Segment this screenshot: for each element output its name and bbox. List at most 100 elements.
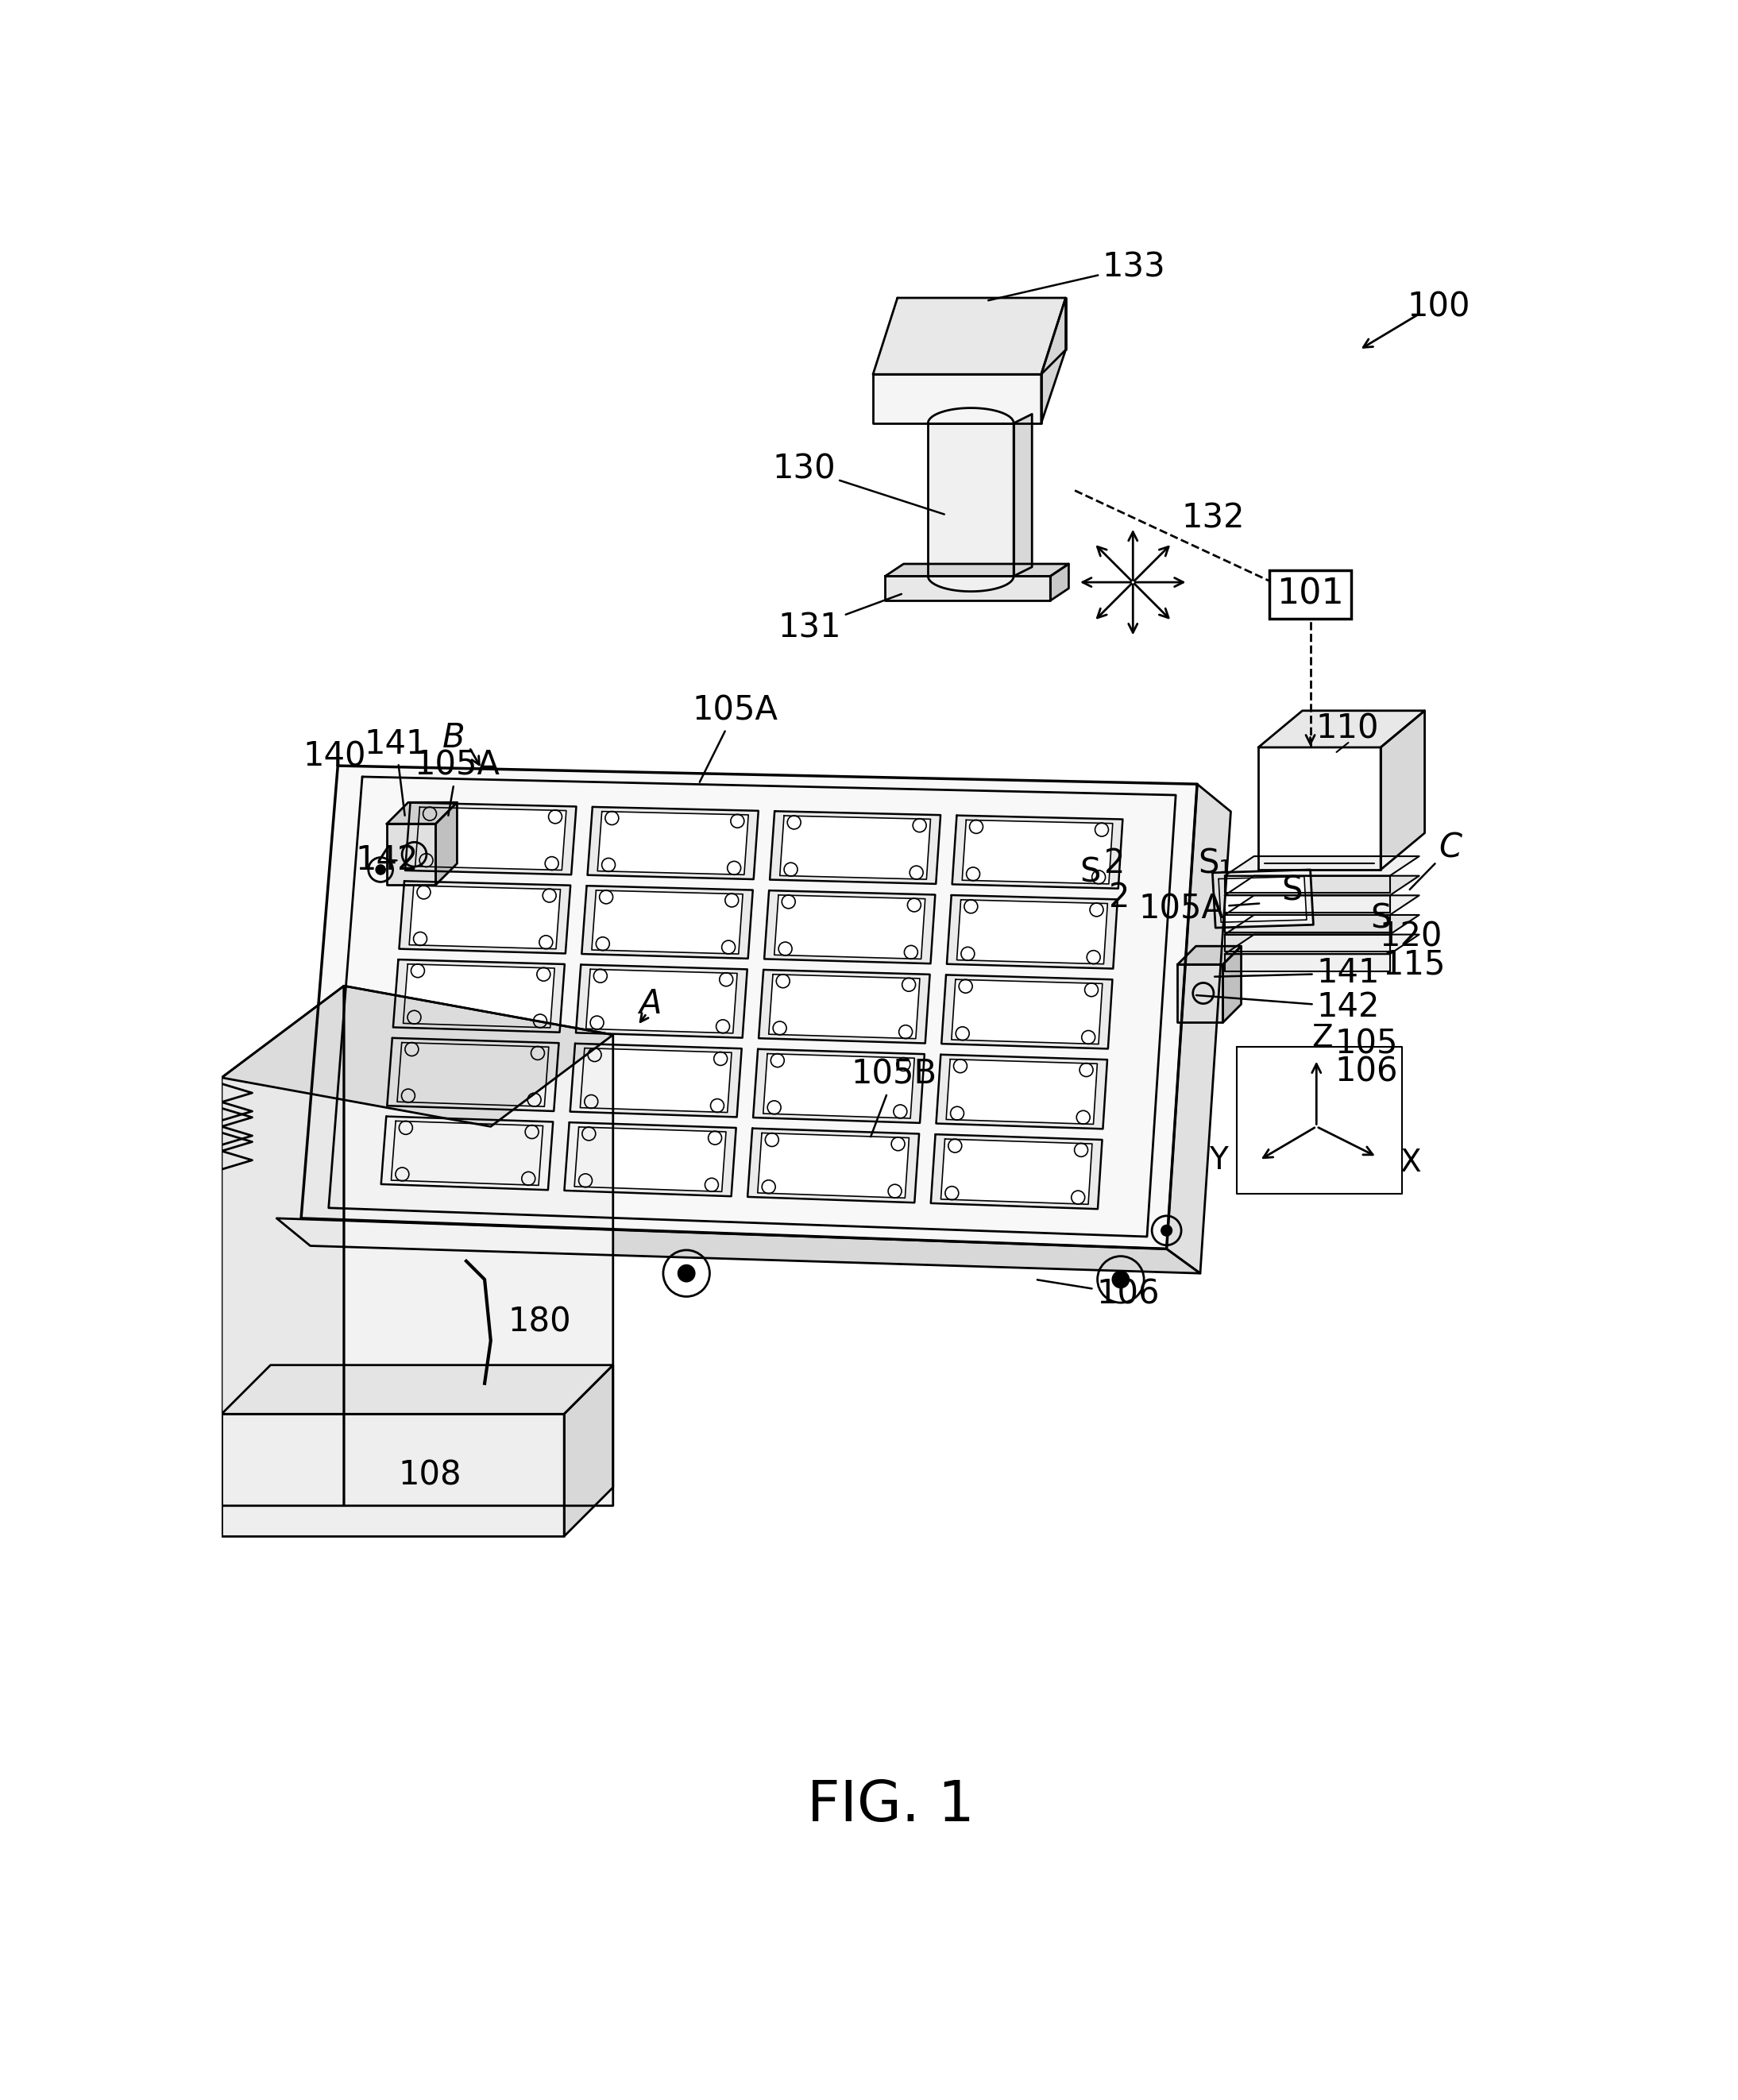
Text: X: X [1401,1149,1422,1178]
Text: 108: 108 [398,1460,461,1491]
Text: S₁: S₁ [1199,846,1232,880]
Text: B: B [443,722,466,754]
Polygon shape [565,1121,737,1197]
Polygon shape [1225,934,1390,951]
Circle shape [678,1266,695,1281]
Text: 105A: 105A [414,750,501,815]
Polygon shape [398,1042,549,1107]
Text: 105: 105 [1335,1027,1397,1060]
Text: 105A: 105A [1138,892,1258,926]
Polygon shape [770,811,940,884]
Polygon shape [276,1218,1201,1273]
Polygon shape [570,1044,742,1117]
Polygon shape [928,424,1013,575]
Text: 101: 101 [1277,578,1343,611]
Polygon shape [773,895,925,960]
Polygon shape [222,1365,614,1413]
Text: A: A [638,987,660,1021]
Polygon shape [415,806,567,869]
Polygon shape [753,1050,925,1124]
Polygon shape [758,1134,909,1197]
Polygon shape [1041,298,1065,424]
Polygon shape [1225,934,1420,953]
Text: 131: 131 [779,594,902,645]
Polygon shape [1225,916,1390,932]
Text: 105A: 105A [692,693,779,781]
Polygon shape [940,1138,1091,1203]
Polygon shape [393,960,565,1033]
Polygon shape [222,985,344,1506]
Polygon shape [574,1128,726,1191]
Polygon shape [1050,565,1069,601]
Polygon shape [222,1413,565,1537]
Polygon shape [405,802,577,874]
Polygon shape [763,1054,914,1119]
Polygon shape [780,815,930,880]
Text: Z: Z [1312,1023,1333,1052]
Polygon shape [1225,857,1420,876]
Polygon shape [586,970,737,1033]
Polygon shape [765,890,935,964]
Polygon shape [937,1054,1107,1130]
Text: 141: 141 [1215,958,1380,989]
Polygon shape [885,565,1069,575]
Polygon shape [1213,869,1314,928]
Polygon shape [963,819,1112,884]
Polygon shape [1258,710,1425,748]
Polygon shape [436,802,457,884]
Polygon shape [958,899,1107,964]
Polygon shape [591,890,742,953]
Text: 100: 100 [1408,290,1470,323]
Polygon shape [1013,414,1032,575]
Polygon shape [952,815,1123,888]
Polygon shape [1225,876,1390,892]
Polygon shape [598,811,749,876]
Polygon shape [1225,916,1420,935]
Polygon shape [1380,710,1425,869]
Text: 106: 106 [1335,1054,1397,1088]
Text: S: S [1370,901,1390,935]
Text: S: S [1281,874,1302,907]
Text: 130: 130 [772,452,944,514]
Polygon shape [1166,783,1231,1273]
Text: FIG. 1: FIG. 1 [806,1779,975,1833]
Text: 142: 142 [355,844,419,878]
Text: 180: 180 [507,1306,572,1340]
Text: Y: Y [1210,1144,1229,1176]
Text: 140: 140 [302,739,367,773]
Text: 142: 142 [1196,991,1380,1023]
Polygon shape [1178,964,1224,1023]
Polygon shape [1224,947,1241,1023]
Polygon shape [344,985,614,1506]
Polygon shape [1225,953,1390,970]
Polygon shape [768,974,919,1040]
Text: C: C [1410,832,1462,890]
Text: 110: 110 [1316,712,1378,745]
Polygon shape [388,1037,560,1111]
Polygon shape [747,1128,919,1203]
Text: 2: 2 [1109,880,1130,914]
Polygon shape [582,886,753,958]
Text: 2: 2 [1104,846,1124,880]
Polygon shape [400,882,570,953]
Polygon shape [580,1048,732,1113]
Polygon shape [885,575,1050,601]
Polygon shape [222,985,614,1126]
Polygon shape [760,970,930,1044]
Polygon shape [301,766,1197,1249]
Circle shape [377,865,384,874]
Polygon shape [381,1117,553,1191]
Polygon shape [932,1134,1102,1210]
Text: 115: 115 [1383,947,1446,981]
Text: 133: 133 [989,250,1166,300]
Polygon shape [403,964,554,1027]
Text: 132: 132 [1182,502,1244,536]
Text: S: S [1079,857,1100,890]
Text: 105B: 105B [852,1058,937,1136]
Polygon shape [872,298,1065,374]
Polygon shape [565,1365,614,1537]
Polygon shape [388,823,436,884]
Polygon shape [1225,895,1390,914]
Text: 120: 120 [1380,920,1443,953]
Circle shape [1161,1226,1171,1235]
